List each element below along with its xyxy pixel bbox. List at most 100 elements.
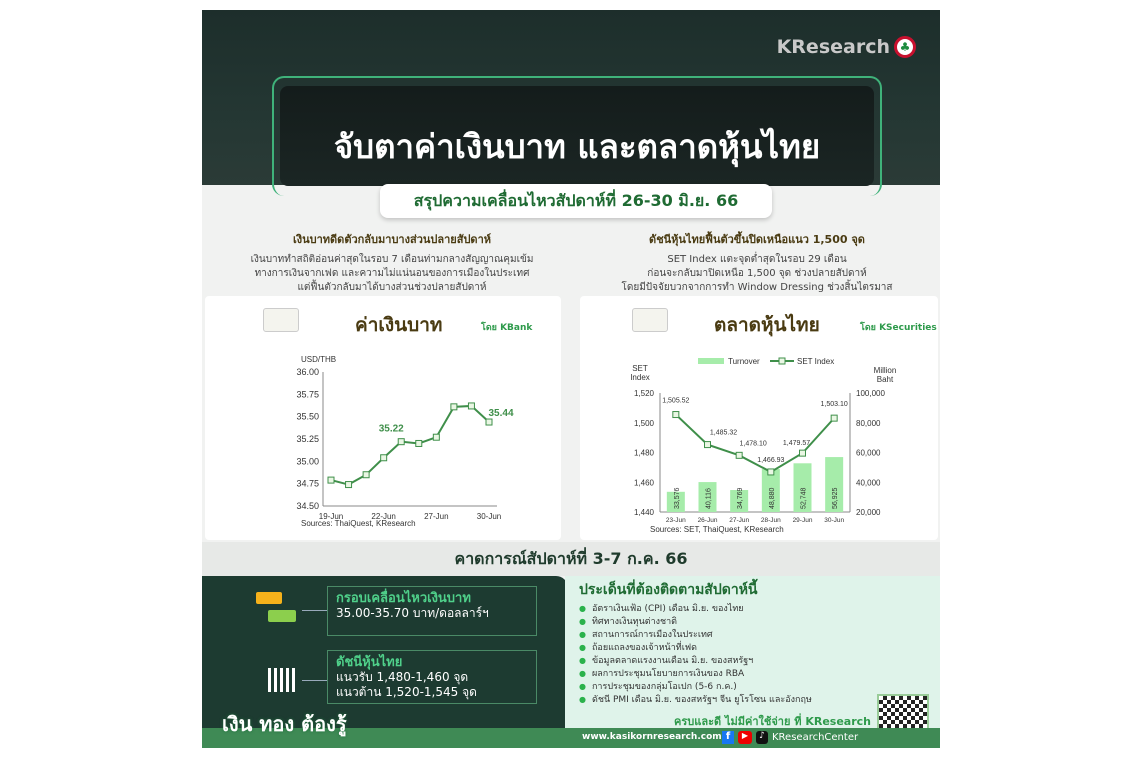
chart-source: Sources: SET, ThaiQuest, KResearch bbox=[650, 525, 784, 534]
y-tick-label: 35.25 bbox=[296, 434, 319, 444]
data-point bbox=[467, 402, 475, 410]
page-title: จับตาค่าเงินบาท และตลาดหุ้นไทย bbox=[333, 127, 821, 166]
data-point bbox=[432, 433, 440, 441]
issue-item: ดัชนี PMI เดือน มิ.ย. ของสหรัฐฯ จีน ยูโร… bbox=[579, 693, 940, 706]
data-point bbox=[799, 449, 806, 457]
baht-summary-heading: เงินบาทดีดตัวกลับมาบางส่วนปลายสัปดาห์ bbox=[292, 233, 492, 246]
youtube-icon[interactable]: ▶ bbox=[738, 731, 752, 744]
y-tick-label: 35.00 bbox=[296, 456, 319, 466]
usdthb-line-chart: USD/THB 34.50 34.75 35.00 35.25 35.50 35.75 36.… bbox=[296, 355, 513, 528]
y-axis-label: USD/THB bbox=[301, 355, 336, 364]
right-axis-label: Million bbox=[874, 366, 897, 375]
issue-item: ผลการประชุมนโยบายการเงินของ RBA bbox=[579, 667, 940, 680]
turnover-bar bbox=[825, 457, 844, 512]
turnover-bar bbox=[698, 482, 717, 512]
left-tick-label: 1,520 bbox=[634, 389, 655, 398]
baht-forecast-range: 35.00-35.70 บาท/ดอลลาร์ฯ bbox=[336, 606, 489, 620]
data-point bbox=[362, 471, 370, 479]
set-support: แนวรับ 1,480-1,460 จุด bbox=[336, 670, 469, 684]
set-chart-card: ตลาดหุ้นไทย โดย KSecurities SET Index Mill… bbox=[580, 296, 938, 540]
issues-title: ประเด็นที่ต้องติดตามสัปดาห์นี้ bbox=[579, 582, 758, 598]
data-point bbox=[397, 438, 405, 446]
data-point bbox=[485, 418, 493, 426]
set-index-label: 1,478.10 bbox=[740, 440, 767, 447]
x-tick-label: 19-Jun bbox=[319, 512, 343, 521]
kbank-seal-icon: ♣ bbox=[894, 36, 916, 58]
issue-item: การประชุมของกลุ่มโอเปก (5-6 ก.ค.) bbox=[579, 680, 940, 693]
subtitle-pill: สรุปความเคลื่อนไหวสัปดาห์ที่ 26-30 มิ.ย.… bbox=[380, 184, 772, 218]
set-forecast-label: ดัชนีหุ้นไทย bbox=[336, 655, 403, 670]
footer-bar: www.kasikornresearch.com f ▶ ♪ KResearch… bbox=[202, 728, 940, 748]
turnover-label: 40,116 bbox=[706, 488, 713, 509]
set-index-label: 1,503.10 bbox=[821, 401, 848, 408]
left-axis-label: Index bbox=[630, 373, 650, 382]
summary-line: ก่อนจะกลับมาปิดเหนือ 1,500 จุด ช่วงปลายส… bbox=[647, 268, 867, 279]
baht-summary: เงินบาทดีดตัวกลับมาบางส่วนปลายสัปดาห์ เง… bbox=[212, 230, 572, 295]
x-tick-label: 26-Jun bbox=[698, 517, 718, 524]
x-tick-label: 29-Jun bbox=[793, 517, 813, 524]
usdthb-line bbox=[330, 404, 490, 486]
x-tick-label: 28-Jun bbox=[761, 517, 781, 524]
x-tick-label: 27-Jun bbox=[424, 512, 448, 521]
issues-panel: ประเด็นที่ต้องติดตามสัปดาห์นี้ อัตราเงิน… bbox=[565, 576, 940, 746]
website-link[interactable]: www.kasikornresearch.com bbox=[582, 732, 722, 742]
social-handle[interactable]: KResearchCenter bbox=[772, 732, 859, 743]
set-card-title: ตลาดหุ้นไทย bbox=[714, 314, 820, 336]
issue-item: ข้อมูลตลาดแรงงานเดือน มิ.ย. ของสหรัฐฯ bbox=[579, 654, 940, 667]
set-summary: ดัชนีหุ้นไทยฟื้นตัวขึ้นปิดเหนือแนว 1,500… bbox=[577, 230, 937, 295]
brand-text: KResearch bbox=[776, 36, 890, 58]
baht-card-title: ค่าเงินบาท bbox=[355, 314, 443, 336]
right-tick-label: 20,000 bbox=[856, 508, 881, 517]
data-point bbox=[380, 454, 388, 462]
set-index-label: 1,466.93 bbox=[757, 457, 784, 464]
connector-line bbox=[302, 680, 327, 681]
data-point bbox=[767, 468, 775, 476]
left-tick-label: 1,500 bbox=[634, 419, 655, 428]
turnover-bar bbox=[666, 491, 685, 512]
set-index-line bbox=[675, 413, 835, 474]
set-index-label: 1,479.57 bbox=[783, 440, 810, 447]
turnover-bar bbox=[793, 463, 812, 512]
set-card-source: โดย KSecurities bbox=[860, 323, 937, 333]
right-tick-label: 40,000 bbox=[856, 478, 881, 487]
facebook-icon[interactable]: f bbox=[722, 731, 734, 744]
title-panel bbox=[280, 86, 874, 186]
data-point bbox=[450, 403, 458, 411]
left-tick-label: 1,480 bbox=[634, 449, 655, 458]
set-index-label: 1,505.52 bbox=[662, 398, 689, 405]
y-tick-label: 35.75 bbox=[296, 389, 319, 399]
data-point bbox=[830, 414, 838, 422]
data-label: 35.22 bbox=[379, 424, 404, 435]
issue-item: ถ้อยแถลงของเจ้าหน้าที่เฟด bbox=[579, 641, 940, 654]
set-resistance: แนวต้าน 1,520-1,545 จุด bbox=[336, 685, 477, 699]
summary-line: เงินบาททำสถิติอ่อนค่าสุดในรอบ 7 เดือนท่า… bbox=[250, 254, 534, 265]
left-axis-label: SET bbox=[632, 364, 648, 373]
line-chart-icon bbox=[263, 308, 299, 332]
legend-set-marker bbox=[778, 357, 786, 365]
line-chart-icon bbox=[632, 308, 668, 332]
turnover-label: 34,769 bbox=[737, 487, 744, 509]
forecast-panel: กรอบเคลื่อนไหวเงินบาท 35.00-35.70 บาท/ดอ… bbox=[202, 576, 568, 728]
right-tick-label: 100,000 bbox=[856, 389, 885, 398]
baht-forecast-box: กรอบเคลื่อนไหวเงินบาท 35.00-35.70 บาท/ดอ… bbox=[327, 586, 537, 636]
issue-item: อัตราเงินเฟ้อ (CPI) เดือน มิ.ย. ของไทย bbox=[579, 602, 940, 615]
turnover-label: 52,748 bbox=[801, 487, 808, 509]
right-tick-label: 80,000 bbox=[856, 419, 881, 428]
baht-forecast-label: กรอบเคลื่อนไหวเงินบาท bbox=[336, 591, 471, 606]
y-tick-label: 36.00 bbox=[296, 367, 319, 377]
series-logo: เงิน ทอง ต้องรู้ bbox=[222, 712, 347, 736]
data-point bbox=[415, 439, 423, 447]
summary-line: แต่ฟื้นตัวกลับมาได้บางส่วนช่วงปลายสัปดาห… bbox=[297, 282, 487, 293]
x-tick-label: 22-Jun bbox=[371, 512, 395, 521]
title-frame bbox=[272, 76, 882, 196]
data-point bbox=[672, 411, 680, 419]
kresearch-logo: KResearch ♣ bbox=[777, 36, 916, 58]
left-tick-label: 1,460 bbox=[634, 478, 655, 487]
tiktok-icon[interactable]: ♪ bbox=[756, 731, 768, 744]
y-tick-label: 35.50 bbox=[296, 412, 319, 422]
chart-source: Sources: ThaiQuest, KResearch bbox=[301, 519, 416, 528]
legend-turnover: Turnover bbox=[728, 357, 760, 366]
set-summary-heading: ดัชนีหุ้นไทยฟื้นตัวขึ้นปิดเหนือแนว 1,500… bbox=[649, 233, 865, 246]
legend-turnover-swatch bbox=[698, 358, 724, 364]
